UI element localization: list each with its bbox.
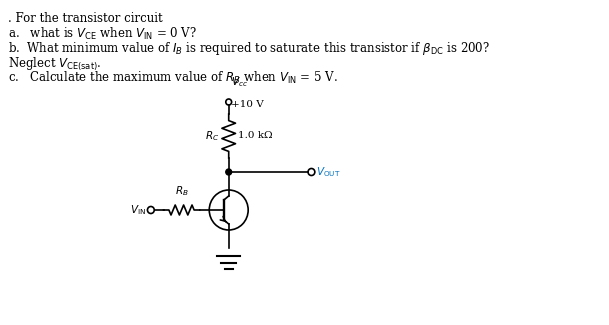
- Text: b.  What minimum value of $\mathit{I}_{B}$ is required to saturate this transist: b. What minimum value of $\mathit{I}_{B}…: [8, 40, 490, 57]
- Text: $R_B$: $R_B$: [175, 184, 188, 198]
- Circle shape: [226, 169, 231, 175]
- Text: $R_C$: $R_C$: [205, 129, 219, 143]
- Text: $V_{\mathrm{OUT}}$: $V_{\mathrm{OUT}}$: [316, 165, 341, 179]
- Text: c.   Calculate the maximum value of $\mathit{R}_{B}$ when $\mathit{V}_{\mathrm{I: c. Calculate the maximum value of $\math…: [8, 70, 337, 86]
- Text: $V_{\mathrm{IN}}$: $V_{\mathrm{IN}}$: [130, 203, 146, 217]
- Text: . For the transistor circuit: . For the transistor circuit: [8, 12, 163, 25]
- Text: Neglect $\mathit{V}_{\mathrm{CE(sat)}}$.: Neglect $\mathit{V}_{\mathrm{CE(sat)}}$.: [8, 56, 101, 73]
- Text: 1.0 kΩ: 1.0 kΩ: [239, 132, 273, 140]
- Text: a.   what is $\mathit{V}_{\mathrm{CE}}$ when $\mathit{V}_{\mathrm{IN}}$ = 0 V?: a. what is $\mathit{V}_{\mathrm{CE}}$ wh…: [8, 26, 197, 42]
- Text: +10 V: +10 V: [231, 100, 264, 109]
- Text: $V_{cc}$: $V_{cc}$: [231, 75, 248, 89]
